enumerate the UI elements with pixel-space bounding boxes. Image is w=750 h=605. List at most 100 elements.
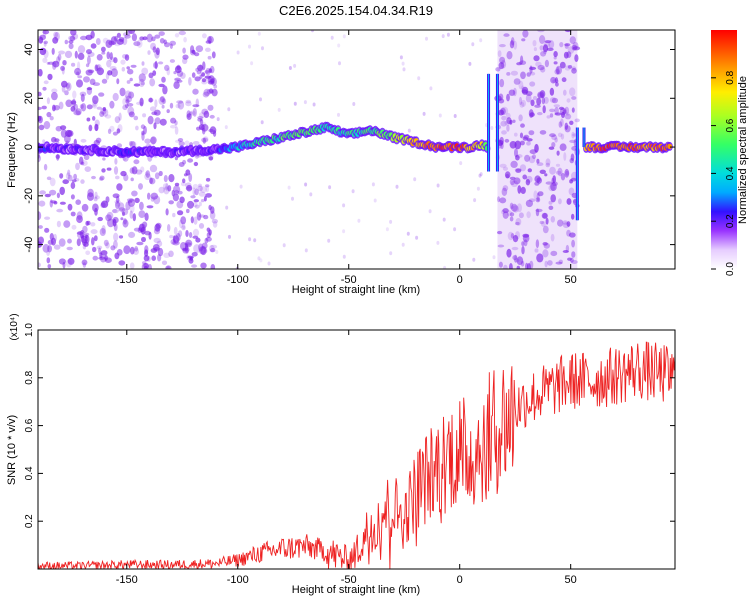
- noise-point: [132, 213, 136, 222]
- noise-point: [508, 89, 516, 96]
- noise-point: [553, 56, 557, 60]
- noise-point: [208, 68, 212, 73]
- noise-point: [549, 166, 556, 175]
- noise-point: [572, 46, 581, 51]
- noise-point: [147, 115, 154, 125]
- noise-point: [125, 95, 132, 103]
- noise-point: [56, 192, 61, 199]
- noise-point: [112, 131, 118, 136]
- noise-point: [134, 197, 140, 204]
- noise-point: [548, 146, 555, 150]
- noise-point: [571, 251, 576, 258]
- noise-point: [122, 104, 128, 111]
- snr-plot-area: [38, 341, 675, 569]
- noise-point: [101, 168, 106, 173]
- noise-point: [51, 91, 58, 101]
- noise-point: [113, 240, 118, 249]
- noise-point: [53, 105, 60, 111]
- noise-point: [569, 87, 576, 97]
- noise-point: [98, 247, 102, 255]
- noise-point: [514, 254, 518, 263]
- noise-point: [478, 173, 482, 178]
- noise-point: [91, 237, 95, 246]
- noise-point: [225, 205, 229, 210]
- noise-point: [407, 128, 411, 133]
- noise-point: [87, 188, 94, 198]
- noise-point: [80, 103, 87, 112]
- noise-point: [568, 187, 575, 196]
- x-tick-label: 50: [565, 274, 577, 286]
- noise-point: [192, 108, 197, 117]
- noise-point: [535, 208, 543, 213]
- noise-point: [136, 39, 143, 48]
- noise-point: [83, 241, 89, 247]
- noise-point: [70, 211, 76, 217]
- noise-point: [42, 30, 47, 37]
- noise-point: [81, 203, 89, 212]
- noise-point: [165, 182, 169, 192]
- noise-point: [71, 179, 77, 183]
- noise-point: [203, 214, 209, 220]
- noise-point: [512, 119, 516, 124]
- noise-point: [92, 82, 100, 86]
- colorbar-tick-label: 0.0: [725, 262, 736, 276]
- noise-point: [76, 238, 81, 247]
- noise-point: [165, 265, 172, 269]
- noise-point: [74, 50, 78, 59]
- noise-point: [194, 204, 200, 209]
- noise-point: [86, 49, 92, 55]
- noise-point: [126, 198, 135, 202]
- noise-point: [169, 43, 173, 49]
- noise-point: [544, 40, 552, 44]
- noise-point: [52, 104, 56, 112]
- noise-point: [501, 187, 508, 196]
- noise-point: [71, 224, 77, 230]
- noise-point: [521, 38, 526, 42]
- noise-point: [170, 124, 177, 129]
- noise-point: [199, 118, 204, 125]
- noise-point: [563, 152, 567, 161]
- noise-point: [389, 251, 393, 256]
- noise-point: [115, 202, 121, 207]
- noise-point: [533, 47, 538, 52]
- noise-point: [548, 40, 555, 49]
- noise-point: [118, 202, 125, 211]
- noise-point: [506, 210, 512, 217]
- noise-point: [169, 102, 174, 109]
- spectrogram-y-axis-label: Frequency (Hz): [6, 112, 18, 188]
- noise-point: [558, 259, 563, 264]
- noise-point: [569, 158, 575, 164]
- noise-point: [312, 102, 316, 107]
- noise-point: [70, 181, 76, 190]
- noise-point: [106, 59, 112, 68]
- noise-point: [549, 87, 555, 96]
- noise-point: [192, 88, 199, 95]
- noise-point: [62, 60, 67, 66]
- noise-point: [189, 256, 194, 261]
- noise-point: [107, 70, 113, 76]
- colorbar-tick-label: 0.6: [725, 118, 736, 132]
- noise-point: [548, 200, 553, 205]
- noise-point: [47, 73, 53, 81]
- noise-point: [72, 90, 77, 99]
- noise-point: [81, 161, 85, 165]
- noise-point: [513, 177, 521, 185]
- noise-point: [176, 79, 183, 83]
- noise-point: [207, 55, 212, 60]
- noise-point: [162, 85, 168, 95]
- noise-point: [571, 260, 578, 264]
- noise-point: [197, 185, 203, 192]
- noise-point: [139, 201, 144, 211]
- noise-point: [193, 199, 199, 203]
- noise-point: [571, 107, 575, 113]
- noise-point: [536, 253, 544, 263]
- noise-point: [428, 209, 432, 214]
- noise-point: [80, 160, 88, 167]
- noise-point: [114, 199, 121, 204]
- noise-point: [187, 158, 194, 163]
- noise-point: [526, 141, 531, 146]
- noise-point: [166, 266, 170, 269]
- noise-point: [90, 43, 97, 49]
- noise-point: [535, 61, 542, 67]
- noise-point: [86, 104, 93, 110]
